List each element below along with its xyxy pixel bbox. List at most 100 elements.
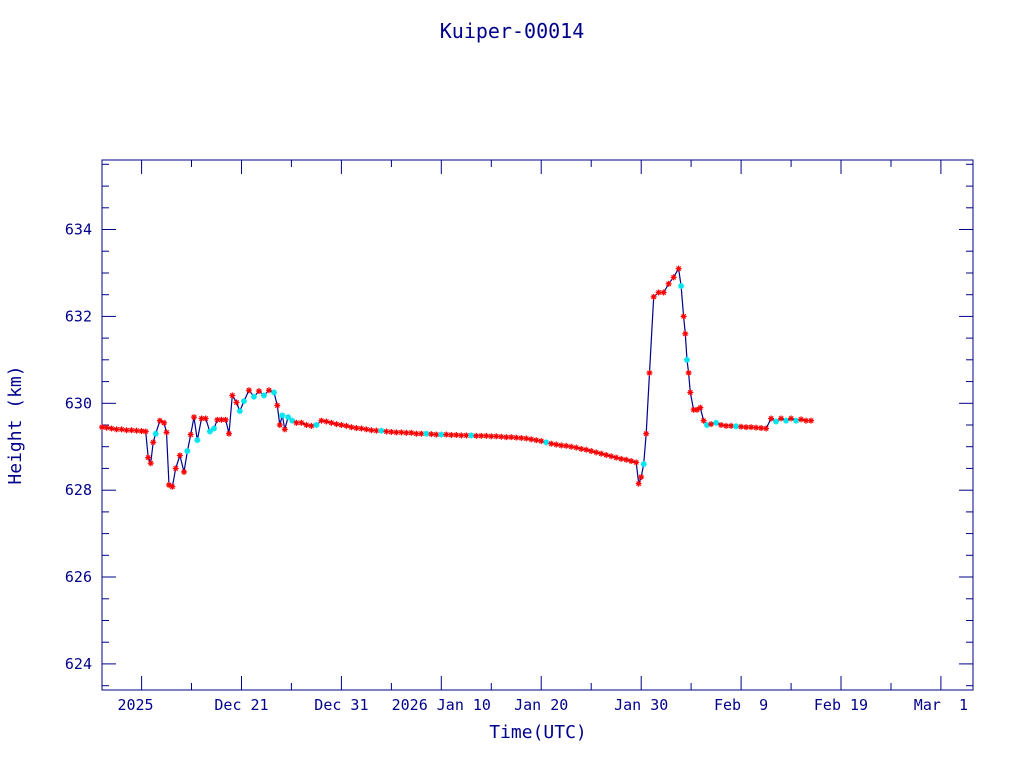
data-point [613, 454, 620, 461]
x-tick-label: Dec 31 [314, 696, 368, 714]
data-point [680, 313, 687, 320]
data-point [108, 425, 115, 432]
data-point [152, 430, 159, 437]
data-point [683, 356, 690, 363]
data-point [697, 404, 704, 411]
data-point [338, 422, 345, 428]
data-point [333, 421, 340, 428]
data-point [768, 415, 775, 422]
data-point [118, 426, 125, 433]
y-tick-label: 626 [65, 568, 92, 586]
data-point [403, 429, 410, 436]
data-point [733, 423, 740, 430]
data-point [187, 431, 194, 438]
data-point [161, 419, 168, 426]
data-point [378, 427, 385, 434]
data-point [678, 282, 685, 289]
data-point [682, 330, 689, 337]
data-point [222, 416, 229, 423]
data-point [675, 265, 682, 272]
data-point [184, 448, 191, 455]
data-point [191, 414, 198, 421]
data-point [255, 388, 262, 395]
y-tick-label: 630 [65, 394, 92, 412]
data-point [176, 452, 183, 459]
data-point [623, 456, 630, 463]
data-point [650, 293, 657, 300]
data-point [276, 422, 283, 428]
data-point [343, 422, 350, 429]
x-tick-label: 2025 [117, 696, 153, 714]
y-tick-label: 628 [65, 481, 92, 499]
data-point [603, 451, 610, 458]
data-point [687, 389, 694, 396]
data-point [229, 392, 236, 399]
data-point [225, 430, 232, 437]
series-line [101, 266, 811, 488]
data-point [150, 439, 157, 446]
data-point [793, 417, 800, 424]
data-point [318, 417, 325, 424]
data-point [578, 445, 585, 452]
data-point [279, 412, 286, 419]
data-point [588, 448, 595, 455]
data-point [265, 387, 272, 394]
x-tick-labels: 2025 Dec 21 Dec 31 2026 Jan 10 Jan 20 Jan 30 F… [117, 696, 968, 714]
data-point [142, 428, 149, 435]
y-tick-label: 632 [65, 307, 92, 325]
axis-ticks [102, 160, 973, 690]
data-point [198, 415, 205, 422]
data-point [289, 417, 296, 424]
data-point [463, 432, 470, 439]
plot-frame [101, 159, 974, 691]
x-tick-label: Feb 19 [814, 696, 868, 714]
data-point [328, 419, 335, 426]
data-point [665, 280, 672, 287]
data-point [194, 437, 201, 444]
data-point [608, 453, 615, 460]
data-point [708, 421, 715, 428]
x-tick-label: Jan 30 [614, 696, 668, 714]
data-point [245, 387, 252, 394]
data-point [635, 480, 642, 487]
data-point [145, 454, 152, 461]
data-point [181, 468, 188, 475]
data-point [548, 440, 555, 447]
data-point [538, 438, 545, 445]
y-axis-label: Height (km) [5, 365, 26, 484]
data-point [274, 402, 281, 409]
data-point [758, 425, 765, 432]
data-point [202, 415, 209, 422]
data-point [703, 422, 710, 428]
data-point [763, 425, 770, 432]
data-point [593, 449, 600, 456]
data-point [638, 474, 645, 481]
data-point [533, 437, 540, 444]
data-point [138, 428, 145, 435]
data-point [563, 442, 570, 449]
data-point [363, 426, 370, 433]
data-point [498, 433, 505, 440]
data-point [783, 417, 790, 424]
x-tick-label: 2026 Jan 10 [392, 696, 491, 714]
chart-title: Kuiper-00014 [440, 19, 585, 43]
data-point [808, 417, 815, 424]
data-point [438, 431, 445, 438]
data-point [523, 435, 530, 442]
x-tick-label: Dec 21 [214, 696, 268, 714]
data-point [240, 398, 247, 405]
data-point [313, 422, 320, 428]
x-axis-label: Time(UTC) [489, 722, 587, 743]
data-point [646, 369, 653, 376]
y-tick-label: 624 [65, 655, 92, 673]
data-point [169, 483, 176, 490]
data-point [358, 425, 365, 432]
data-point [172, 465, 179, 472]
x-tick-label: Mar 1 [914, 696, 968, 714]
data-point [210, 425, 217, 432]
data-point [236, 408, 243, 415]
data-point [583, 446, 590, 453]
data-point [408, 429, 415, 436]
data-point [508, 434, 515, 441]
